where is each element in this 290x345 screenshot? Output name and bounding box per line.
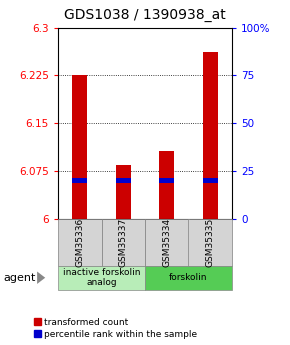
Bar [72,178,87,183]
Bar [203,178,218,183]
Bar [72,76,87,219]
Text: GSM35336: GSM35336 [75,218,84,267]
Legend: transformed count, percentile rank within the sample: transformed count, percentile rank withi… [34,318,197,339]
Bar [116,178,131,183]
Text: GSM35334: GSM35334 [162,218,171,267]
Text: GSM35337: GSM35337 [119,218,128,267]
Text: forskolin: forskolin [169,273,208,282]
Text: GSM35335: GSM35335 [206,218,215,267]
Text: GDS1038 / 1390938_at: GDS1038 / 1390938_at [64,8,226,22]
Bar [116,165,131,219]
Text: agent: agent [3,273,35,283]
Bar [159,178,174,183]
Polygon shape [37,272,45,284]
Bar [203,52,218,219]
Text: inactive forskolin
analog: inactive forskolin analog [63,268,140,287]
Bar [159,151,174,219]
